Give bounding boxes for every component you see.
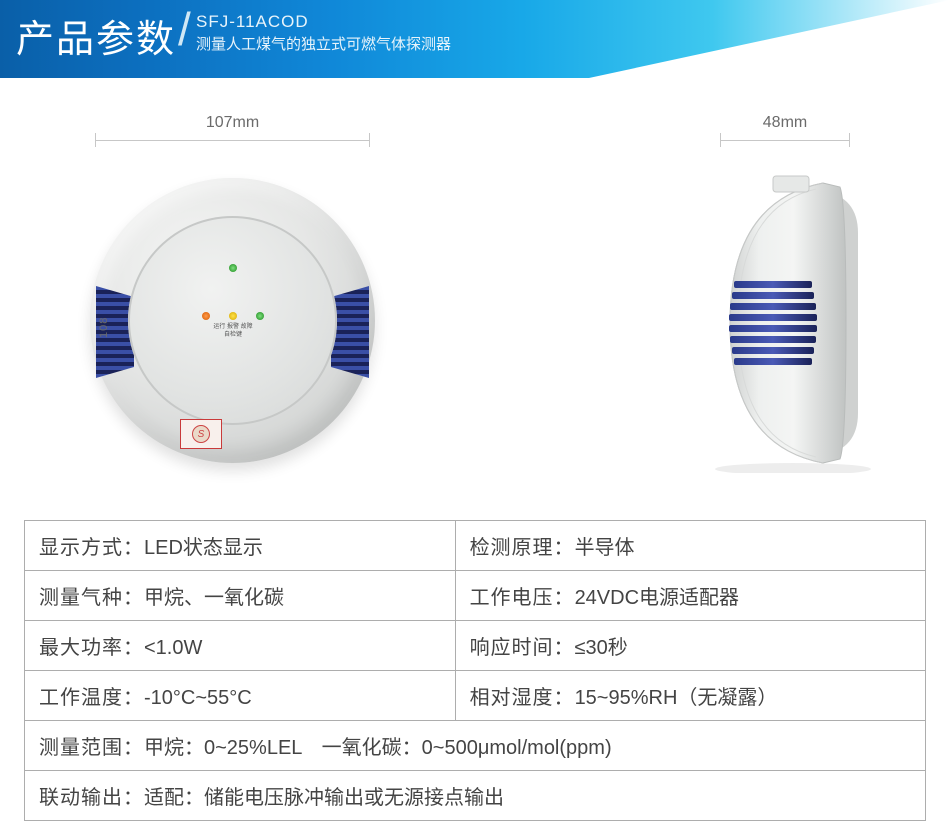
led-labels: 运行 报警 故障 自检键: [190, 324, 276, 340]
led-btn-label: 自检键: [190, 332, 276, 340]
certification-sticker: S: [180, 419, 222, 449]
spec-cell: 响应时间：≤30秒: [455, 621, 925, 671]
title-divider: /: [178, 2, 191, 56]
header-subtitle: SFJ-11ACOD 测量人工煤气的独立式可燃气体探测器: [196, 10, 451, 55]
spec-row: 最大功率：<1.0W响应时间：≤30秒: [25, 621, 926, 671]
spec-row: 显示方式：LED状态显示检测原理：半导体: [25, 521, 926, 571]
spec-cell: 工作温度：-10°C~55°C: [25, 671, 456, 721]
dim-tick: [369, 133, 370, 147]
status-led-run: [202, 312, 210, 320]
status-led-alarm: [229, 312, 237, 320]
spec-cell: 相对湿度：15~95%RH（无凝露）: [455, 671, 925, 721]
dimension-side: 48mm: [720, 133, 850, 161]
dimension-front-label: 107mm: [95, 114, 370, 132]
spec-cell-full: 测量范围：甲烷：0~25%LEL 一氧化碳：0~500μmol/mol(ppm): [25, 721, 926, 771]
spec-cell: 最大功率：<1.0W: [25, 621, 456, 671]
spec-row-full: 测量范围：甲烷：0~25%LEL 一氧化碳：0~500μmol/mol(ppm): [25, 721, 926, 771]
status-led-top: [229, 264, 237, 272]
cert-mark-icon: S: [192, 425, 210, 443]
header-band: 产品参数 / SFJ-11ACOD 测量人工煤气的独立式可燃气体探测器: [0, 0, 950, 78]
spec-table: 显示方式：LED状态显示检测原理：半导体测量气种：甲烷、一氧化碳工作电压：24V…: [24, 520, 926, 821]
spec-row-full: 联动输出：适配：储能电压脉冲输出或无源接点输出: [25, 771, 926, 821]
device-id-label: 108: [98, 317, 110, 338]
product-model: SFJ-11ACOD: [196, 10, 451, 34]
spec-cell: 测量气种：甲烷、一氧化碳: [25, 571, 456, 621]
page-title: 产品参数: [16, 8, 176, 63]
spec-cell-full: 联动输出：适配：储能电压脉冲输出或无源接点输出: [25, 771, 926, 821]
device-side-svg: [688, 173, 888, 473]
product-figures: 107mm 48mm 运行 报警 故障 自检键 108 S: [0, 78, 950, 508]
led-row-labels: 运行 报警 故障: [190, 324, 276, 332]
spec-cell: 显示方式：LED状态显示: [25, 521, 456, 571]
product-description: 测量人工煤气的独立式可燃气体探测器: [196, 34, 451, 55]
dim-line: [95, 140, 370, 141]
dimension-side-label: 48mm: [720, 114, 850, 132]
device-body-inner: [128, 216, 337, 425]
dim-tick: [849, 133, 850, 147]
spec-row: 测量气种：甲烷、一氧化碳工作电压：24VDC电源适配器: [25, 571, 926, 621]
spec-cell: 检测原理：半导体: [455, 521, 925, 571]
dimension-front: 107mm: [95, 133, 370, 161]
spec-row: 工作温度：-10°C~55°C相对湿度：15~95%RH（无凝露）: [25, 671, 926, 721]
status-led-fault: [256, 312, 264, 320]
device-side-view: [688, 173, 888, 473]
spec-cell: 工作电压：24VDC电源适配器: [455, 571, 925, 621]
dim-line: [720, 140, 850, 141]
device-front-view: 运行 报警 故障 自检键 108 S: [90, 178, 375, 463]
